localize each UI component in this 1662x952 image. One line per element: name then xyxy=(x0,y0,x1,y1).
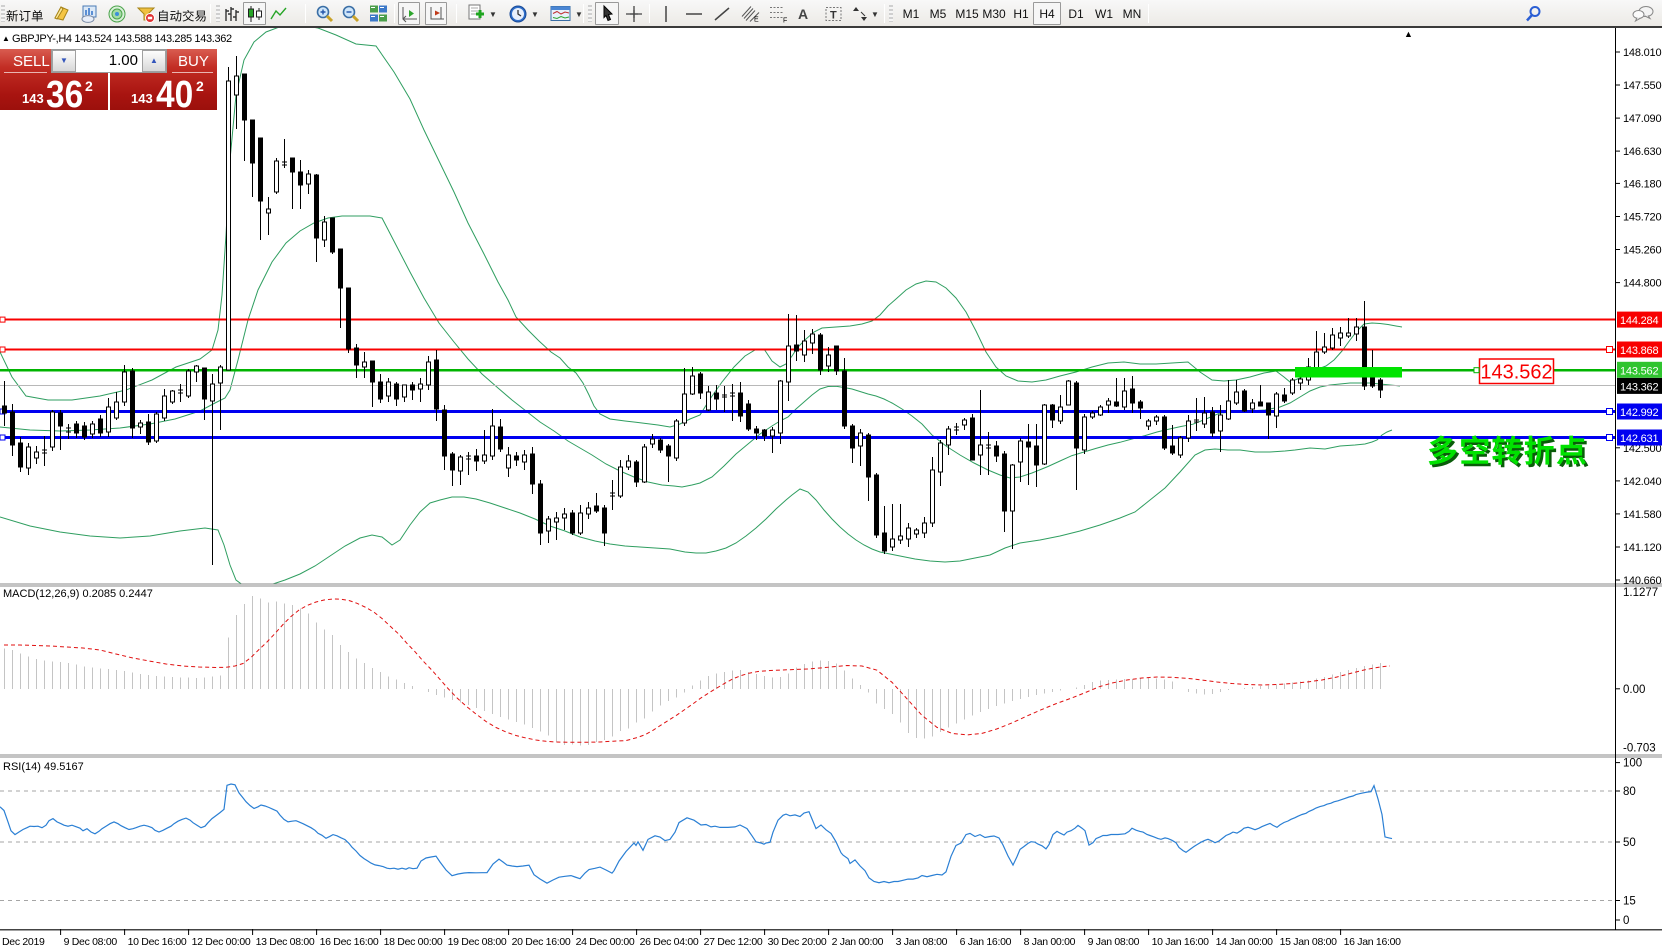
svg-text:RSI(14) 49.5167: RSI(14) 49.5167 xyxy=(3,761,84,773)
svg-text:146.180: 146.180 xyxy=(1623,178,1661,190)
svg-text:140.660: 140.660 xyxy=(1623,575,1661,587)
svg-text:141.120: 141.120 xyxy=(1623,542,1661,554)
svg-text:14 Jan 00:00: 14 Jan 00:00 xyxy=(1216,936,1274,948)
svg-text:19 Dec 08:00: 19 Dec 08:00 xyxy=(448,936,507,948)
svg-text:30 Dec 20:00: 30 Dec 20:00 xyxy=(768,936,827,948)
svg-text:50: 50 xyxy=(1623,837,1636,849)
svg-text:2 Jan 00:00: 2 Jan 00:00 xyxy=(832,936,884,948)
svg-text:15 Jan 08:00: 15 Jan 08:00 xyxy=(1280,936,1338,948)
svg-text:GBPJPY-,H4 143.524 143.588 14: GBPJPY-,H4 143.524 143.588 143.285 143.3… xyxy=(12,33,232,45)
svg-text:0: 0 xyxy=(1623,915,1629,927)
svg-text:10 Dec 16:00: 10 Dec 16:00 xyxy=(128,936,187,948)
svg-text:142.500: 142.500 xyxy=(1623,443,1661,455)
svg-text:100: 100 xyxy=(1623,758,1642,770)
svg-text:▲: ▲ xyxy=(1404,29,1413,39)
svg-text:27 Dec 12:00: 27 Dec 12:00 xyxy=(704,936,763,948)
svg-text:18 Dec 00:00: 18 Dec 00:00 xyxy=(384,936,443,948)
svg-text:144.284: 144.284 xyxy=(1620,315,1658,327)
svg-text:9 Dec 08:00: 9 Dec 08:00 xyxy=(64,936,118,948)
svg-text:E: E xyxy=(754,17,759,24)
svg-text:T: T xyxy=(830,10,837,22)
svg-text:144.800: 144.800 xyxy=(1623,278,1661,290)
svg-text:143.562: 143.562 xyxy=(1480,362,1552,384)
svg-text:12 Dec 00:00: 12 Dec 00:00 xyxy=(192,936,251,948)
svg-text:142.040: 142.040 xyxy=(1623,476,1661,488)
svg-text:13 Dec 08:00: 13 Dec 08:00 xyxy=(256,936,315,948)
svg-text:0.00: 0.00 xyxy=(1623,684,1645,696)
svg-text:26 Dec 04:00: 26 Dec 04:00 xyxy=(640,936,699,948)
svg-text:MACD(12,26,9) 0.2085 0.2447: MACD(12,26,9) 0.2085 0.2447 xyxy=(3,588,153,600)
svg-text:6 Jan 16:00: 6 Jan 16:00 xyxy=(960,936,1012,948)
svg-text:15: 15 xyxy=(1623,896,1636,908)
svg-text:9 Jan 08:00: 9 Jan 08:00 xyxy=(1088,936,1140,948)
svg-text:147.550: 147.550 xyxy=(1623,80,1661,92)
svg-text:141.580: 141.580 xyxy=(1623,509,1661,521)
svg-text:1.1277: 1.1277 xyxy=(1623,587,1658,599)
svg-text:146.630: 146.630 xyxy=(1623,146,1661,158)
svg-text:24 Dec 00:00: 24 Dec 00:00 xyxy=(576,936,635,948)
svg-text:3 Jan 08:00: 3 Jan 08:00 xyxy=(896,936,948,948)
svg-text:145.260: 145.260 xyxy=(1623,245,1661,257)
svg-text:8 Jan 00:00: 8 Jan 00:00 xyxy=(1024,936,1076,948)
svg-text:142.631: 142.631 xyxy=(1620,433,1658,445)
svg-text:80: 80 xyxy=(1623,786,1636,798)
svg-text:20 Dec 16:00: 20 Dec 16:00 xyxy=(512,936,571,948)
svg-text:142.992: 142.992 xyxy=(1620,407,1658,419)
svg-text:143.362: 143.362 xyxy=(1620,381,1658,393)
svg-text:143.868: 143.868 xyxy=(1620,345,1658,357)
svg-text:10 Jan 16:00: 10 Jan 16:00 xyxy=(1152,936,1210,948)
svg-text:147.090: 147.090 xyxy=(1623,113,1661,125)
svg-text:▲: ▲ xyxy=(2,34,10,43)
svg-text:16 Dec 16:00: 16 Dec 16:00 xyxy=(320,936,379,948)
svg-text:16 Jan 16:00: 16 Jan 16:00 xyxy=(1344,936,1402,948)
svg-text:F: F xyxy=(783,18,787,25)
svg-text:148.010: 148.010 xyxy=(1623,47,1661,59)
svg-text:-0.703: -0.703 xyxy=(1623,743,1656,755)
svg-text:Dec 2019: Dec 2019 xyxy=(2,936,45,948)
svg-text:145.720: 145.720 xyxy=(1623,212,1661,224)
svg-text:143.562: 143.562 xyxy=(1620,365,1658,377)
